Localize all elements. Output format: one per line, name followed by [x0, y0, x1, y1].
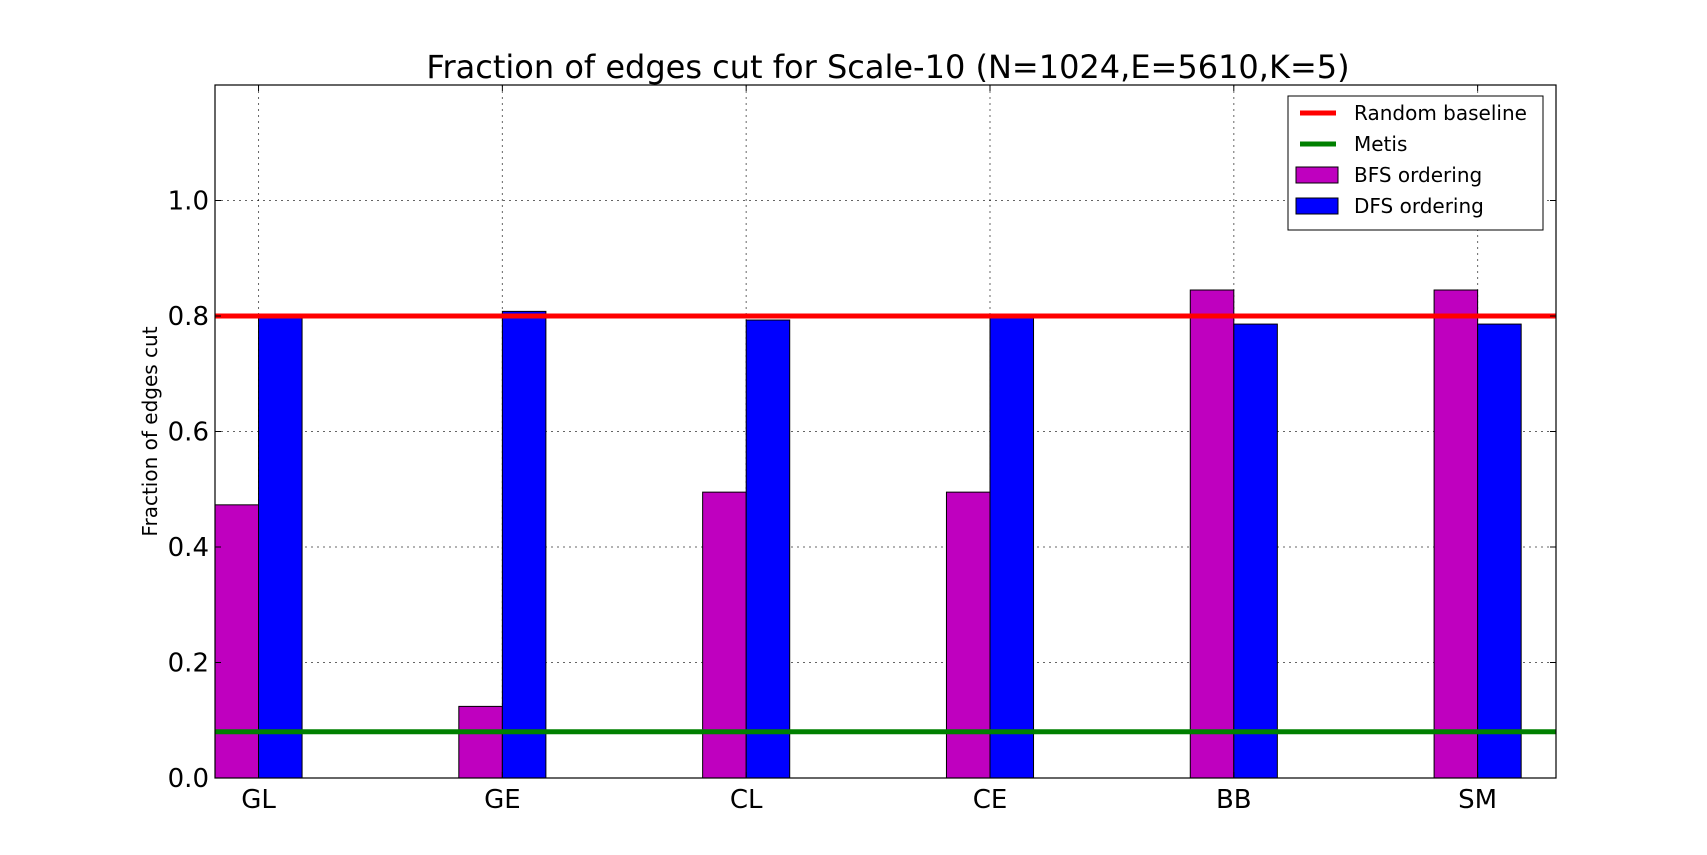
bar-bfs-ordering-gl: [214, 504, 260, 779]
x-tick-label: CE: [973, 785, 1008, 815]
bar-bfs-ordering-sm: [1433, 289, 1479, 779]
legend-label: BFS ordering: [1354, 163, 1482, 187]
bar-bfs-ordering-bb: [1189, 289, 1235, 779]
bar-dfs-ordering-bb: [1233, 323, 1278, 779]
bar-dfs-ordering-ce: [989, 317, 1035, 779]
y-tick-label: 0.8: [168, 302, 209, 332]
bar-bfs-ordering-cl: [702, 491, 747, 779]
ticks-layer: 0.0 0.2 0.4 0.6 0.8 1.0 GL GE CL CE BB SM: [168, 85, 1556, 815]
x-tick-label: GL: [241, 785, 276, 815]
legend: Random baseline Metis BFS ordering DFS orde…: [1287, 95, 1544, 231]
y-tick-label: 0.6: [168, 418, 209, 448]
y-tick-label: 0.2: [168, 649, 209, 679]
legend-swatch-bfs-ordering: [1295, 166, 1339, 184]
legend-label: Metis: [1354, 132, 1407, 156]
y-tick-label: 1.0: [168, 187, 209, 217]
bar-dfs-ordering-sm: [1477, 323, 1522, 779]
y-axis-label: Fraction of edges cut: [138, 326, 162, 536]
legend-swatch-dfs-ordering: [1295, 197, 1339, 215]
reference-lines-layer: [215, 313, 1556, 735]
x-tick-label: BB: [1216, 785, 1252, 815]
x-tick-label: CL: [730, 785, 763, 815]
legend-label: Random baseline: [1354, 101, 1527, 125]
bars-layer: [214, 289, 1522, 779]
bar-dfs-ordering-ge: [501, 310, 547, 779]
legend-label: DFS ordering: [1354, 194, 1484, 218]
x-tick-label: SM: [1458, 785, 1497, 815]
y-tick-label: 0.0: [168, 764, 209, 794]
y-tick-label: 0.4: [168, 533, 209, 563]
bar-bfs-ordering-ce: [945, 491, 991, 779]
chart-title: Fraction of edges cut for Scale-10 (N=10…: [426, 48, 1349, 86]
x-tick-label: GE: [484, 785, 521, 815]
bar-dfs-ordering-gl: [258, 317, 303, 779]
bar-dfs-ordering-cl: [745, 319, 791, 779]
bar-bfs-ordering-ge: [458, 705, 503, 779]
